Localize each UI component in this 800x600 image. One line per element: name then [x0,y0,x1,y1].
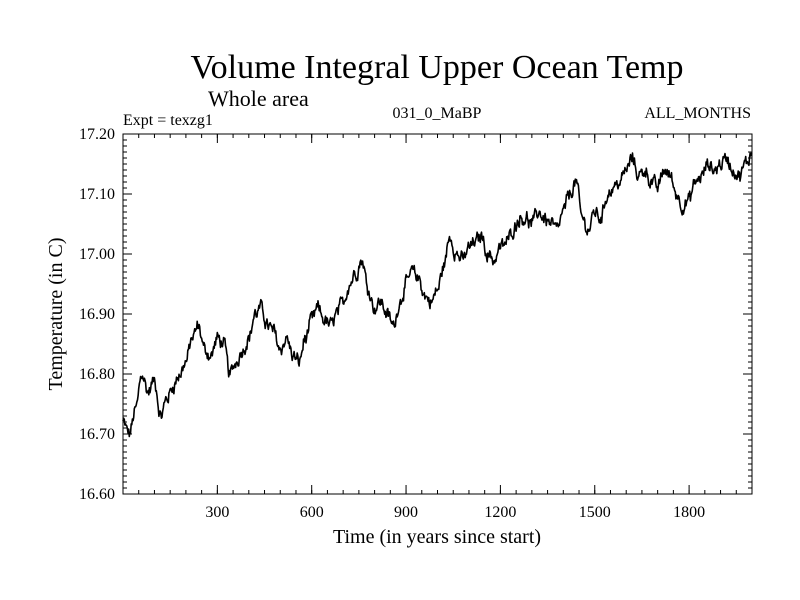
x-tick-label: 300 [205,504,229,521]
y-tick-label: 17.10 [79,186,115,203]
axis-ticks [123,133,752,495]
y-tick-label: 16.60 [79,486,115,503]
x-tick-label: 1500 [579,504,611,521]
chart-title: Volume Integral Upper Ocean Temp [191,49,684,86]
plot-frame [122,133,753,495]
header-center-label: 031_0_MaBP [393,105,482,122]
x-tick-label: 1200 [484,504,516,521]
header-left-label: Expt = texzg1 [123,112,213,129]
x-tick-label: 1800 [673,504,705,521]
y-tick-label: 17.00 [79,246,115,263]
y-tick-label: 16.70 [79,426,115,443]
series-line-texzg1 [122,152,753,438]
y-tick-label: 16.90 [79,306,115,323]
y-tick-label: 17.20 [79,126,115,143]
y-axis-label: Temperature (in C) [45,238,67,391]
x-axis-label: Time (in years since start) [333,526,541,548]
y-tick-labels: 16.60 16.70 16.80 16.90 17.00 17.10 17.20 [79,126,115,503]
y-tick-label: 16.80 [79,366,115,383]
x-tick-label: 600 [300,504,324,521]
header-right-label: ALL_MONTHS [644,105,751,122]
x-tick-label: 900 [394,504,418,521]
chart-subtitle: Whole area [208,86,309,111]
x-tick-labels: 300 600 900 1200 1500 1800 [205,504,705,521]
